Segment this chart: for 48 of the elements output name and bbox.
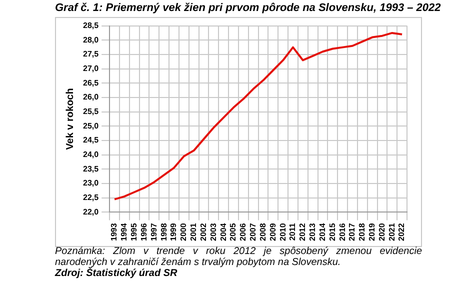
y-tick-label: 23,0 [82,178,100,188]
x-tick-label: 2015 [328,222,337,241]
y-tick-label: 26,0 [82,92,100,102]
x-tick-label: 2008 [258,222,268,241]
y-tick-label: 27,5 [82,50,100,59]
text: Poznámka: Zlom v trende v roku 2012 je spôsobený zmenou evidencie narodených v zahraničí ženám s trvalým pobytom na Slovensku. [55,246,422,268]
x-tick-label: 1993 [110,222,119,241]
x-tick-label: 2013 [308,222,318,241]
y-tick-label: 24,0 [82,150,100,160]
x-tick-label: 2014 [318,222,327,241]
x-tick-label: 2010 [278,222,288,241]
y-tick-label: 27,0 [82,64,100,74]
y-tick-label: 25,5 [82,107,100,116]
chart-title: Graf č. 1: Priemerný vek žien pri prvom pôrode na Slovensku, 1993 – 2022 [55,2,441,14]
text: Zdroj: Štatistický úrad SR [55,268,178,279]
y-axis-title: Vek v rokoch [64,88,76,150]
x-tick-label: 2000 [179,222,188,241]
x-tick-label: 1997 [149,222,158,241]
x-tick-label: 1996 [139,222,148,241]
x-tick-label: 2019 [368,222,377,241]
x-tick-label: 1998 [159,222,168,241]
y-tick-label: 28,5 [82,21,100,30]
x-tick-label: 1994 [120,222,129,241]
y-tick-label: 22,0 [82,207,100,216]
x-tick-label: 2016 [338,222,347,241]
x-tick-label: 2001 [189,222,198,241]
x-tick-label: 2004 [218,222,228,241]
y-tick-label: 26,5 [82,78,100,88]
x-tick-label: 1999 [169,222,178,241]
x-tick-label: 2012 [298,222,308,241]
y-tick-label: 24,5 [82,136,100,145]
x-tick-label: 2002 [198,222,208,241]
x-tick-label: 2022 [397,222,406,241]
x-tick-label: 1995 [130,222,139,241]
x-tick-label: 2020 [377,222,386,241]
x-tick-label: 2006 [238,222,248,241]
y-tick-label: 25,0 [82,121,100,130]
x-tick-label: 2017 [348,222,357,241]
x-tick-label: 2009 [268,222,278,241]
x-tick-label: 2018 [358,222,367,241]
x-tick-label: 2003 [208,222,218,241]
x-tick-label: 2005 [228,222,238,241]
x-tick-label: 2011 [288,222,298,241]
y-tick-label: 22,5 [82,193,100,202]
x-tick-label: 2021 [387,222,396,241]
x-tick-label: 2007 [248,222,258,241]
y-tick-label: 28,0 [82,35,100,44]
y-tick-label: 23,5 [82,164,100,174]
